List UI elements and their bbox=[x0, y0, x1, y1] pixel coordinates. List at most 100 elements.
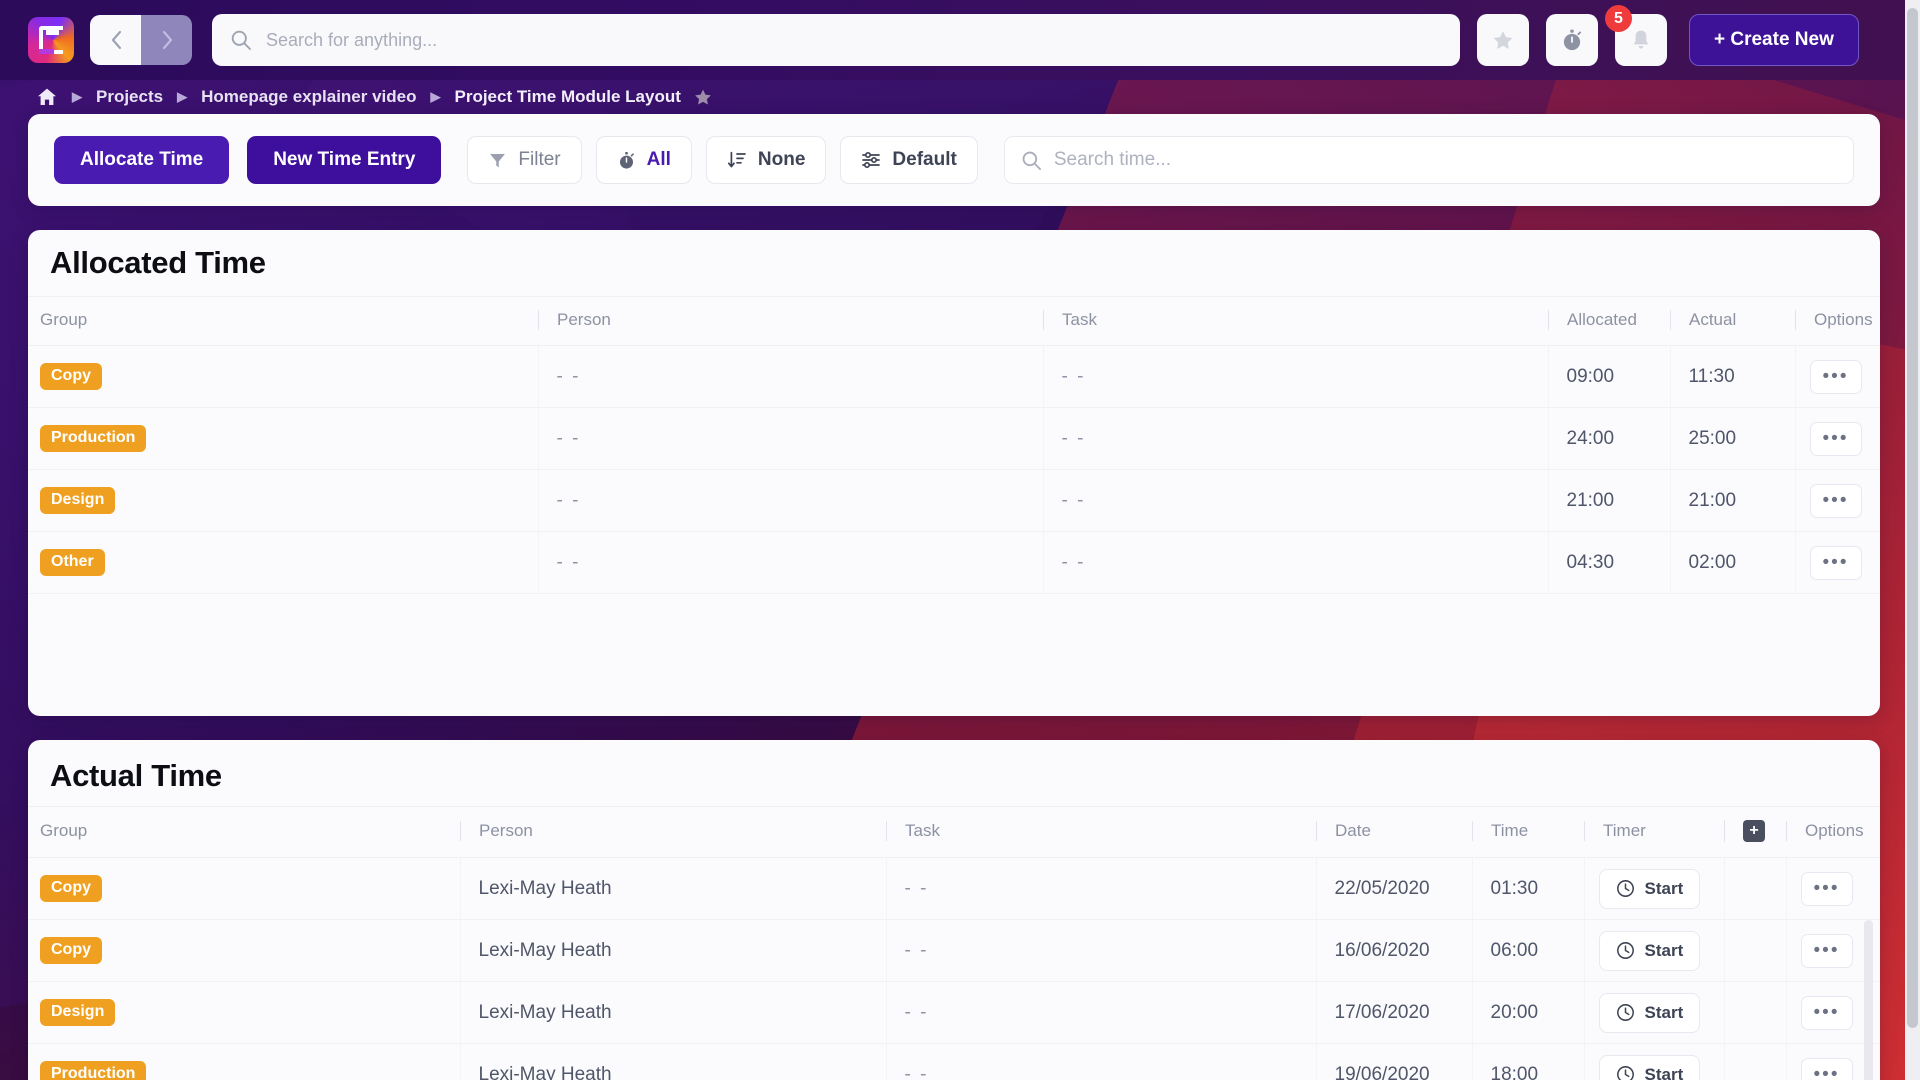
table-row[interactable]: Copy Lexi-May Heath - - 16/06/2020 06:00… bbox=[28, 919, 1880, 982]
start-timer-button[interactable]: Start bbox=[1598, 1054, 1701, 1080]
column-header-add-column[interactable]: + bbox=[1724, 806, 1786, 858]
clock-icon bbox=[1616, 879, 1635, 898]
favourite-page-star-icon[interactable] bbox=[693, 87, 713, 107]
actual-time-scrollbar[interactable] bbox=[1864, 920, 1873, 1080]
cell-timer: Start bbox=[1583, 1043, 1724, 1080]
cell-group: Design bbox=[28, 981, 460, 1044]
logo-glyph-bar bbox=[46, 30, 59, 35]
cell-date: 22/05/2020 bbox=[1315, 857, 1472, 920]
table-row[interactable]: Copy Lexi-May Heath - - 22/05/2020 01:30… bbox=[28, 857, 1880, 920]
sort-button[interactable]: None bbox=[705, 136, 827, 184]
time-search[interactable] bbox=[1003, 136, 1854, 184]
row-options-button[interactable]: ••• bbox=[1800, 933, 1853, 968]
notification-badge: 5 bbox=[1605, 5, 1632, 32]
search-input[interactable] bbox=[266, 29, 1442, 51]
row-options-button[interactable]: ••• bbox=[1809, 483, 1862, 518]
column-header-allocated[interactable]: Allocated bbox=[1548, 296, 1670, 346]
start-timer-label: Start bbox=[1644, 1064, 1684, 1080]
group-tag: Copy bbox=[40, 875, 102, 902]
row-options-button[interactable]: ••• bbox=[1809, 359, 1862, 394]
cell-task: - - bbox=[1042, 469, 1548, 532]
home-icon[interactable] bbox=[36, 86, 58, 108]
actual-time-card: Actual Time Group Person Task Date Time … bbox=[28, 740, 1880, 1080]
cell-group: Copy bbox=[28, 857, 460, 920]
table-row[interactable]: Design Lexi-May Heath - - 17/06/2020 20:… bbox=[28, 981, 1880, 1044]
column-header-timer[interactable]: Timer bbox=[1584, 806, 1724, 858]
cell-time: 06:00 bbox=[1471, 919, 1584, 982]
timer-button[interactable] bbox=[1546, 14, 1598, 66]
row-options-button[interactable]: ••• bbox=[1809, 545, 1862, 580]
column-header-options[interactable]: Options bbox=[1795, 296, 1880, 346]
column-header-actual[interactable]: Actual bbox=[1670, 296, 1795, 346]
column-header-time[interactable]: Time bbox=[1472, 806, 1584, 858]
time-search-input[interactable] bbox=[1053, 149, 1837, 171]
stopwatch-icon bbox=[617, 151, 636, 170]
filter-label: Filter bbox=[518, 149, 561, 170]
create-new-button[interactable]: + Create New bbox=[1689, 14, 1859, 66]
breadcrumb-separator: ▶ bbox=[430, 89, 441, 104]
clock-icon bbox=[1616, 941, 1635, 960]
search-icon bbox=[1021, 150, 1042, 171]
start-timer-label: Start bbox=[1644, 940, 1684, 960]
back-button[interactable] bbox=[90, 15, 141, 65]
group-tag: Production bbox=[40, 425, 147, 452]
cell-task: - - bbox=[1042, 531, 1548, 594]
notifications-button[interactable]: 5 bbox=[1605, 5, 1667, 66]
cell-person: - - bbox=[537, 345, 1043, 408]
page-scrollbar[interactable] bbox=[1905, 0, 1920, 1080]
table-row[interactable]: Design - - - - 21:00 21:00 ••• bbox=[28, 469, 1880, 532]
view-options-label: Default bbox=[892, 149, 957, 170]
row-options-button[interactable]: ••• bbox=[1809, 421, 1862, 456]
breadcrumb-item-projects[interactable]: Projects bbox=[96, 87, 164, 106]
new-time-entry-button[interactable]: New Time Entry bbox=[247, 136, 442, 184]
group-tag: Copy bbox=[40, 363, 102, 390]
start-timer-button[interactable]: Start bbox=[1598, 992, 1701, 1033]
breadcrumb-item-current[interactable]: Project Time Module Layout bbox=[454, 87, 681, 106]
column-header-person[interactable]: Person bbox=[538, 296, 1043, 346]
group-tag: Design bbox=[40, 999, 116, 1026]
breadcrumb-item-homepage-explainer-video[interactable]: Homepage explainer video bbox=[201, 87, 417, 106]
table-row[interactable]: Production - - - - 24:00 25:00 ••• bbox=[28, 407, 1880, 470]
table-row[interactable]: Copy - - - - 09:00 11:30 ••• bbox=[28, 345, 1880, 408]
row-options-button[interactable]: ••• bbox=[1800, 995, 1853, 1030]
page-scrollbar-thumb[interactable] bbox=[1907, 8, 1918, 1028]
allocate-time-button[interactable]: Allocate Time bbox=[54, 136, 230, 184]
start-timer-button[interactable]: Start bbox=[1598, 868, 1701, 909]
table-row[interactable]: Production Lexi-May Heath - - 19/06/2020… bbox=[28, 1043, 1880, 1080]
cell-timer: Start bbox=[1583, 919, 1724, 982]
global-search[interactable] bbox=[212, 14, 1460, 66]
cell-person: - - bbox=[537, 469, 1043, 532]
column-header-options[interactable]: Options bbox=[1786, 806, 1880, 858]
table-row[interactable]: Other - - - - 04:30 02:00 ••• bbox=[28, 531, 1880, 594]
start-timer-button[interactable]: Start bbox=[1598, 930, 1701, 971]
forward-button[interactable] bbox=[141, 15, 192, 65]
cell-actual: 25:00 bbox=[1669, 407, 1795, 470]
cell-group: Copy bbox=[28, 345, 538, 408]
column-header-date[interactable]: Date bbox=[1316, 806, 1472, 858]
cell-actual: 02:00 bbox=[1669, 531, 1795, 594]
cell-date: 17/06/2020 bbox=[1315, 981, 1472, 1044]
cell-allocated: 21:00 bbox=[1547, 469, 1670, 532]
cell-group: Other bbox=[28, 531, 538, 594]
column-header-task[interactable]: Task bbox=[886, 806, 1316, 858]
cell-person: Lexi-May Heath bbox=[459, 1043, 886, 1080]
group-tag: Other bbox=[40, 549, 105, 576]
filter-button[interactable]: Filter bbox=[467, 136, 582, 184]
cell-person: Lexi-May Heath bbox=[459, 981, 886, 1044]
row-options-button[interactable]: ••• bbox=[1800, 871, 1853, 906]
allocated-time-card: Allocated Time Group Person Task Allocat… bbox=[28, 230, 1880, 716]
column-header-group[interactable]: Group bbox=[28, 296, 538, 346]
column-header-task[interactable]: Task bbox=[1043, 296, 1548, 346]
cell-options: ••• bbox=[1794, 469, 1880, 532]
stopwatch-icon bbox=[1560, 28, 1584, 52]
cell-timer: Start bbox=[1583, 981, 1724, 1044]
cell-options: ••• bbox=[1794, 407, 1880, 470]
column-header-group[interactable]: Group bbox=[28, 806, 460, 858]
pinpoint-logo[interactable] bbox=[28, 17, 74, 63]
view-options-button[interactable]: Default bbox=[840, 136, 978, 184]
column-header-person[interactable]: Person bbox=[460, 806, 886, 858]
favourites-button[interactable] bbox=[1477, 14, 1529, 66]
all-filter-button[interactable]: All bbox=[595, 136, 692, 184]
plus-square-icon[interactable]: + bbox=[1743, 820, 1765, 842]
row-options-button[interactable]: ••• bbox=[1800, 1057, 1853, 1080]
